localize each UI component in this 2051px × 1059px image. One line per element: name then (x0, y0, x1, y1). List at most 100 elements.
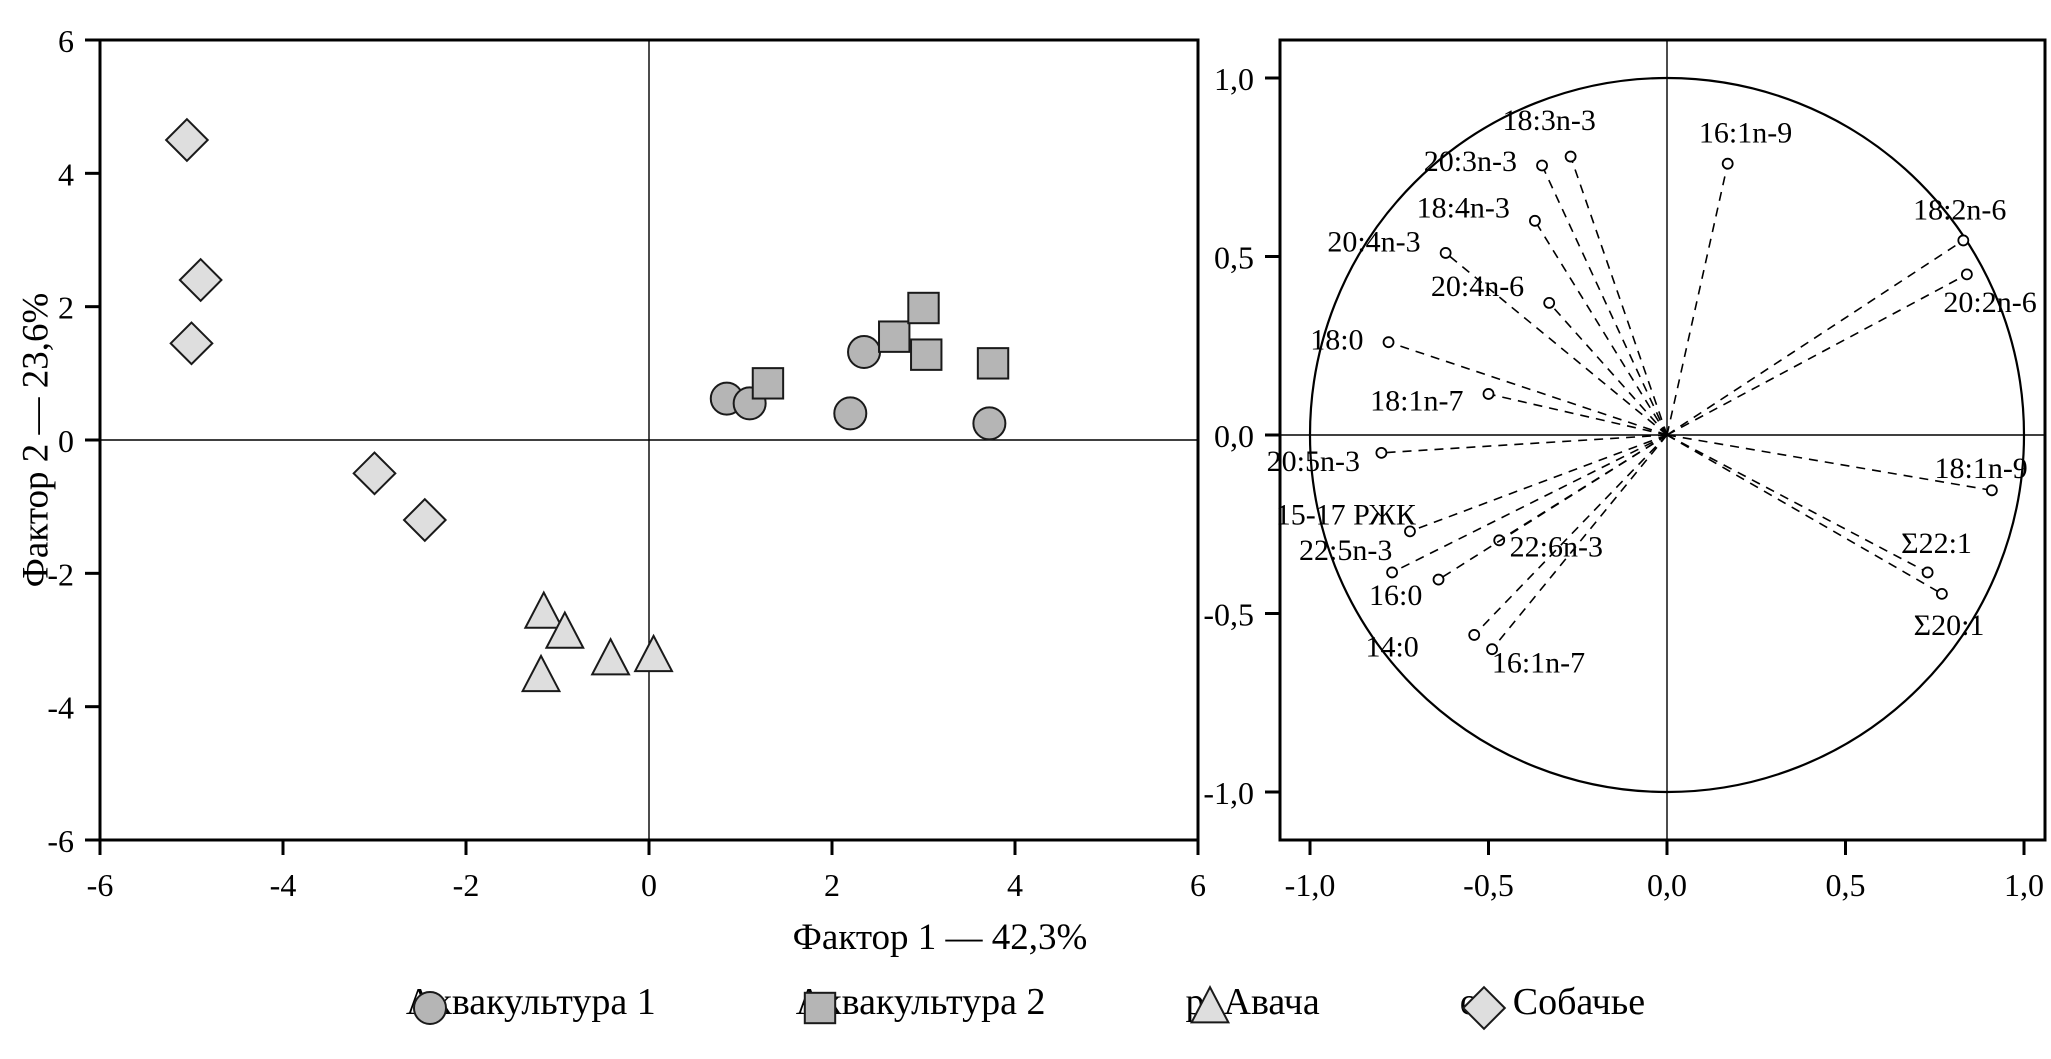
x-axis-tick-label: -4 (270, 867, 297, 903)
y-axis-tick-label: -6 (47, 823, 74, 859)
loading-point (1721, 157, 1734, 170)
loading-point (1921, 566, 1934, 579)
loading-point (1935, 587, 1948, 600)
data-point-triangle (523, 590, 564, 629)
series-diamond (164, 117, 448, 543)
loading-label: 18:4n-3 (1417, 192, 1510, 225)
loading-point (1960, 268, 1973, 281)
loading-vector-group: 18:0 (1310, 324, 1668, 436)
factor-scores-plot: -6 -4 -2 0 2 4 6 -6 -4 -2 0 2 4 6 (47, 23, 1206, 903)
x-axis-tick-label: -0,5 (1463, 867, 1514, 903)
loading-point (1536, 159, 1548, 172)
square-marker-icon (803, 991, 836, 1025)
loading-label: 18:0 (1310, 324, 1363, 357)
loading-point (1529, 214, 1541, 227)
loading-vector (1666, 434, 1928, 574)
loading-vector-group: 20:2n-6 (1666, 268, 2037, 436)
loading-point (1468, 629, 1481, 641)
y-axis-tick-label: 0,5 (1214, 240, 1254, 276)
loading-vector (1666, 163, 1729, 436)
loading-vector (1488, 393, 1668, 436)
loading-label: 14:0 (1365, 631, 1418, 664)
loading-label: 22:6n-3 (1510, 531, 1603, 564)
y-axis-tick-label: -1,0 (1203, 775, 1254, 811)
loading-label: 18:2n-6 (1913, 193, 2006, 226)
loading-vector-group: 18:1n-9 (1666, 434, 2028, 497)
loading-vector (1473, 434, 1668, 636)
loading-vector (1666, 434, 1943, 595)
legend-marker (1189, 985, 1230, 1024)
loading-point (1404, 525, 1416, 538)
loading-label: Σ20:1 (1914, 609, 1985, 642)
loading-label: 18:1n-7 (1370, 384, 1463, 417)
legend-item-label: Аквакультура 2 (795, 981, 1046, 1023)
loading-point (1486, 643, 1498, 656)
x-axis-tick-label: -1,0 (1285, 867, 1336, 903)
y-axis-tick-label: 6 (58, 23, 74, 59)
legend-item-label: Аквакультура 1 (405, 981, 656, 1023)
loading-vector-group: 18:1n-7 (1370, 384, 1668, 436)
data-point-circle (972, 406, 1007, 441)
y-axis-tick-label: 1,0 (1214, 61, 1254, 97)
y-axis-tick-label: 2 (58, 290, 74, 326)
x-axis-tick-label: 0,0 (1647, 867, 1687, 903)
loading-vector (1548, 302, 1668, 436)
loading-vector (1666, 239, 1964, 436)
data-point-square (976, 347, 1010, 380)
circle-marker-icon (412, 991, 447, 1025)
x-axis-tick-label: 0,5 (1826, 867, 1866, 903)
y-axis-title: Фактор 2 — 23,6% (15, 292, 57, 588)
loading-label: 18:3n-3 (1503, 104, 1596, 137)
loading-label: 16:1n-7 (1492, 647, 1585, 680)
factor-loadings-plot: -1,0 -0,5 0,0 0,5 1,0 -1,0 -0,5 0,0 0,5 1,0 18:3n-… (1203, 38, 2047, 903)
loading-point (1382, 336, 1395, 349)
loading-vector-group: Σ22:1 (1666, 434, 1972, 579)
series-square (751, 291, 1010, 400)
y-axis-tick-label: 0,0 (1214, 418, 1254, 454)
series-triangle (520, 590, 674, 693)
loading-vector-group: 14:0 (1365, 434, 1668, 664)
x-axis-tick-label: 6 (1190, 867, 1206, 903)
loading-vector (1438, 434, 1668, 581)
loading-label: 16:1n-9 (1699, 117, 1792, 150)
y-axis-tick-label: 4 (58, 156, 74, 192)
loading-label: 15-17 РЖК (1276, 499, 1417, 532)
loading-point (1375, 446, 1388, 459)
data-point-diamond (352, 451, 397, 496)
loading-point (1482, 388, 1495, 400)
loading-label: 18:1n-9 (1934, 452, 2027, 485)
loading-vector (1569, 156, 1668, 436)
x-axis-tick-label: 1,0 (2004, 867, 2044, 903)
legend-item: оз. Собачье (1460, 983, 1645, 1031)
y-axis-tick-label: -0,5 (1203, 597, 1254, 633)
data-point-diamond (178, 257, 223, 303)
loading-point (1957, 234, 1970, 247)
loading-label: 16:0 (1369, 579, 1422, 612)
loading-vector (1666, 434, 1993, 492)
loading-label: 20:4n-6 (1431, 270, 1524, 303)
loading-vector-group: 16:0 (1369, 434, 1668, 612)
y-axis-tick-label: -2 (47, 556, 74, 592)
loading-vector-group: 16:1n-9 (1666, 117, 1792, 436)
loading-point (1985, 484, 1998, 497)
loading-vector (1409, 434, 1668, 533)
loading-vector-group: 20:5n-3 (1267, 434, 1668, 478)
loading-vector (1388, 341, 1668, 436)
data-point-diamond (169, 321, 214, 366)
legend: Аквакультура 1 Аквакультура 2 р. Авача оз. … (0, 981, 2051, 1031)
data-point-triangle (590, 637, 631, 676)
x-axis-tick-label: 0 (641, 867, 657, 903)
loading-label: 22:5n-3 (1299, 534, 1392, 567)
loading-point (1564, 150, 1577, 163)
unit-circle (1308, 76, 2026, 794)
loading-label: 20:5n-3 (1267, 445, 1360, 478)
legend-item: р. Авача (1186, 983, 1320, 1024)
x-axis-tick-label: -2 (453, 867, 480, 903)
data-point-triangle (633, 633, 674, 673)
loading-vector-group: 22:5n-3 (1299, 434, 1668, 579)
data-point-circle (847, 335, 882, 369)
data-point-square (751, 367, 785, 400)
legend-item: Аквакультура 2 (795, 981, 1046, 1025)
data-point-circle (833, 396, 868, 431)
